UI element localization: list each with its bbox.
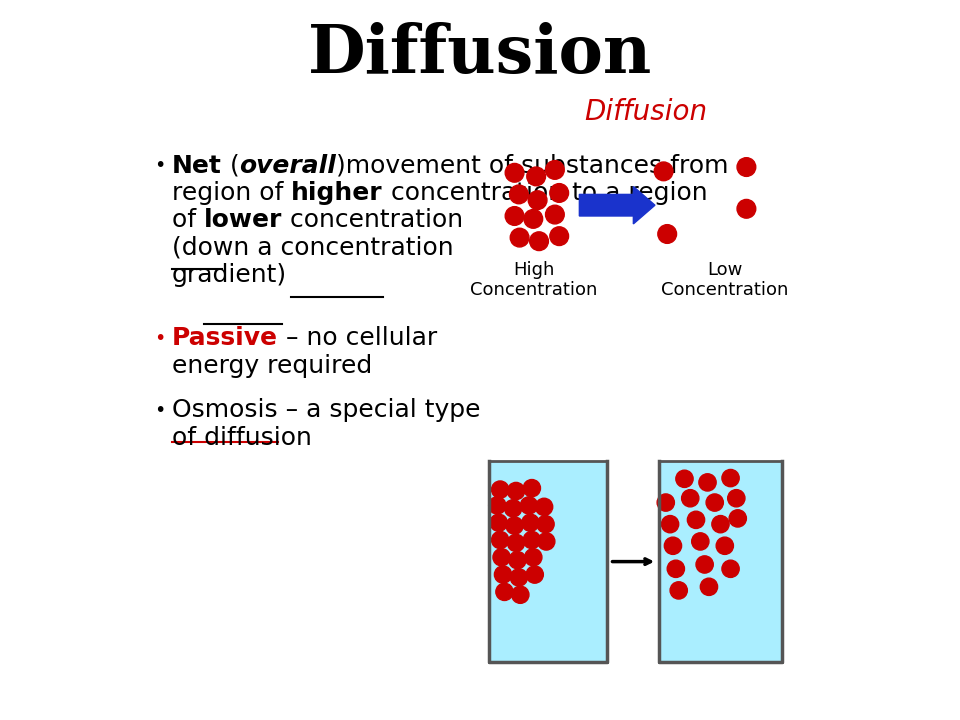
Circle shape	[522, 514, 540, 531]
Circle shape	[493, 549, 511, 566]
Circle shape	[505, 163, 524, 182]
Circle shape	[507, 482, 524, 500]
Circle shape	[492, 481, 509, 498]
Text: of diffusion: of diffusion	[172, 426, 312, 450]
Text: concentration to a region: concentration to a region	[383, 181, 708, 205]
Text: – no cellular: – no cellular	[277, 326, 437, 351]
Circle shape	[670, 582, 687, 599]
Circle shape	[712, 516, 730, 533]
Text: higher: higher	[291, 181, 383, 205]
Circle shape	[494, 566, 512, 583]
Circle shape	[511, 228, 529, 247]
Text: lower: lower	[204, 208, 282, 233]
Circle shape	[509, 552, 526, 569]
Text: concentration: concentration	[282, 208, 464, 233]
Text: Low
Concentration: Low Concentration	[661, 261, 788, 300]
Circle shape	[676, 470, 693, 487]
Circle shape	[722, 560, 739, 577]
Circle shape	[545, 161, 564, 179]
Circle shape	[682, 490, 699, 507]
Circle shape	[700, 578, 717, 595]
Circle shape	[489, 497, 506, 514]
Text: •: •	[155, 329, 166, 348]
Circle shape	[696, 556, 713, 573]
Text: overall: overall	[239, 153, 336, 178]
Text: )movement of substances from a: )movement of substances from a	[336, 153, 752, 178]
Circle shape	[537, 516, 554, 533]
Circle shape	[536, 498, 553, 516]
Circle shape	[523, 531, 540, 549]
Text: Net: Net	[172, 153, 222, 178]
Circle shape	[530, 232, 548, 251]
Circle shape	[511, 569, 528, 586]
Circle shape	[655, 162, 673, 181]
Circle shape	[737, 199, 756, 218]
Circle shape	[550, 227, 568, 246]
Circle shape	[524, 210, 542, 228]
Circle shape	[524, 549, 542, 566]
Circle shape	[664, 537, 682, 554]
Text: (down a concentration: (down a concentration	[172, 235, 453, 260]
FancyArrow shape	[580, 186, 655, 224]
Circle shape	[506, 517, 523, 534]
Circle shape	[730, 510, 747, 527]
Circle shape	[550, 184, 568, 202]
Circle shape	[491, 514, 508, 531]
Text: Osmosis – a special type: Osmosis – a special type	[172, 398, 480, 423]
Text: Diffusion: Diffusion	[584, 98, 708, 125]
Text: •: •	[155, 401, 166, 420]
Circle shape	[538, 533, 555, 550]
Text: High
Concentration: High Concentration	[470, 261, 598, 300]
Text: Passive: Passive	[172, 326, 277, 351]
Circle shape	[737, 158, 756, 176]
Circle shape	[716, 537, 733, 554]
Circle shape	[523, 480, 540, 497]
Text: (: (	[222, 153, 239, 178]
Circle shape	[699, 474, 716, 491]
Circle shape	[691, 533, 708, 550]
Text: •: •	[155, 156, 166, 175]
Circle shape	[722, 469, 739, 487]
Circle shape	[658, 225, 677, 243]
Text: gradient): gradient)	[172, 263, 287, 287]
Circle shape	[706, 494, 723, 511]
Text: energy required: energy required	[172, 354, 372, 378]
Circle shape	[510, 185, 528, 204]
Circle shape	[512, 586, 529, 603]
Circle shape	[505, 500, 522, 517]
Circle shape	[528, 191, 547, 210]
Circle shape	[667, 560, 684, 577]
Circle shape	[507, 534, 524, 552]
Circle shape	[492, 531, 509, 549]
Circle shape	[661, 516, 679, 533]
Circle shape	[520, 497, 538, 514]
Circle shape	[545, 205, 564, 224]
Circle shape	[657, 494, 675, 511]
Circle shape	[526, 566, 543, 583]
Circle shape	[527, 167, 545, 186]
Circle shape	[728, 490, 745, 507]
Text: Diffusion: Diffusion	[308, 22, 652, 86]
Circle shape	[496, 583, 513, 600]
Text: region of: region of	[172, 181, 291, 205]
Bar	[489, 461, 608, 662]
Circle shape	[505, 207, 524, 225]
Bar	[660, 461, 781, 662]
Circle shape	[687, 511, 705, 528]
Text: of: of	[172, 208, 204, 233]
